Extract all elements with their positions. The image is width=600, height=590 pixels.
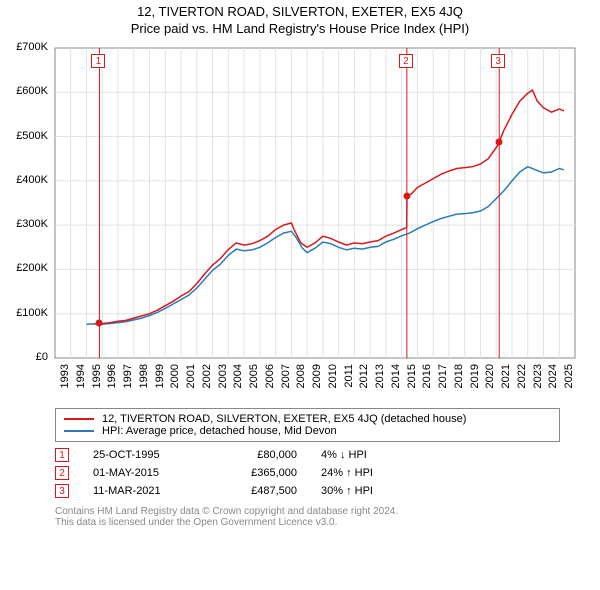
x-axis-tick-label: 1995 [91,364,103,404]
titles-block: 12, TIVERTON ROAD, SILVERTON, EXETER, EX… [0,0,600,36]
sale-price: £80,000 [217,449,297,461]
x-axis-tick-label: 1998 [138,364,150,404]
x-axis-tick-label: 1993 [59,364,71,404]
sales-row-marker: 3 [55,484,69,498]
x-axis-tick-label: 2009 [311,364,323,404]
legend-swatch [64,418,94,420]
y-axis-tick-label: £200K [0,262,48,274]
x-axis-tick-label: 2008 [295,364,307,404]
y-axis-tick-label: £100K [0,307,48,319]
x-axis-tick-label: 1997 [122,364,134,404]
legend-swatch [64,430,94,432]
x-axis-tick-label: 2021 [500,364,512,404]
x-axis-tick-label: 1994 [75,364,87,404]
sale-date: 01-MAY-2015 [93,467,193,479]
sales-row: 2 01-MAY-2015 £365,000 24% ↑ HPI [55,466,560,480]
sales-row: 1 25-OCT-1995 £80,000 4% ↓ HPI [55,448,560,462]
sales-row: 3 11-MAR-2021 £487,500 30% ↑ HPI [55,484,560,498]
chart-svg [0,42,600,402]
x-axis-tick-label: 2013 [374,364,386,404]
x-axis-tick-label: 2010 [327,364,339,404]
x-axis-tick-label: 2016 [421,364,433,404]
sale-hpi-delta: 4% ↓ HPI [321,449,411,461]
y-axis-tick-label: £700K [0,41,48,53]
sale-hpi-delta: 24% ↑ HPI [321,467,411,479]
y-axis-tick-label: £0 [0,351,48,363]
x-axis-tick-label: 2003 [217,364,229,404]
x-axis-tick-label: 2012 [358,364,370,404]
chart-title-address: 12, TIVERTON ROAD, SILVERTON, EXETER, EX… [0,4,600,19]
sale-date: 11-MAR-2021 [93,485,193,497]
x-axis-tick-label: 2022 [516,364,528,404]
sales-row-marker: 1 [55,448,69,462]
x-axis-tick-label: 2006 [264,364,276,404]
sales-row-marker: 2 [55,466,69,480]
x-axis-tick-label: 2001 [185,364,197,404]
chart-title-subtitle: Price paid vs. HM Land Registry's House … [0,21,600,36]
sale-marker-3: 3 [491,54,505,68]
sale-hpi-delta: 30% ↑ HPI [321,485,411,497]
sales-table: 1 25-OCT-1995 £80,000 4% ↓ HPI 2 01-MAY-2015 £… [55,448,560,498]
y-axis-tick-label: £400K [0,174,48,186]
x-axis-tick-label: 2002 [201,364,213,404]
attribution-footer: Contains HM Land Registry data © Crown c… [55,506,560,528]
x-axis-tick-label: 2019 [469,364,481,404]
x-axis-tick-label: 2018 [453,364,465,404]
sale-point-2 [403,193,410,200]
x-axis-tick-label: 2004 [232,364,244,404]
sale-point-3 [496,139,503,146]
x-axis-tick-label: 2023 [532,364,544,404]
x-axis-tick-label: 2025 [563,364,575,404]
legend-box: 12, TIVERTON ROAD, SILVERTON, EXETER, EX… [55,408,560,442]
x-axis-tick-label: 2017 [437,364,449,404]
x-axis-tick-label: 2020 [484,364,496,404]
footer-line-1: Contains HM Land Registry data © Crown c… [55,506,560,517]
x-axis-tick-label: 2014 [390,364,402,404]
x-axis-tick-label: 2024 [547,364,559,404]
sale-marker-1: 1 [91,54,105,68]
footer-line-2: This data is licensed under the Open Gov… [55,517,560,528]
x-axis-tick-label: 1999 [154,364,166,404]
y-axis-tick-label: £600K [0,85,48,97]
sale-marker-2: 2 [399,54,413,68]
sale-date: 25-OCT-1995 [93,449,193,461]
x-axis-tick-label: 1996 [106,364,118,404]
x-axis-tick-label: 2005 [248,364,260,404]
chart-plot-area: £0 £100K £200K £300K £400K £500K £600K £700K 199… [0,42,600,402]
sale-price: £365,000 [217,467,297,479]
sale-price: £487,500 [217,485,297,497]
legend-label: 12, TIVERTON ROAD, SILVERTON, EXETER, EX… [102,413,466,425]
x-axis-tick-label: 2007 [280,364,292,404]
x-axis-tick-label: 2015 [406,364,418,404]
page-root: 12, TIVERTON ROAD, SILVERTON, EXETER, EX… [0,0,600,528]
y-axis-tick-label: £300K [0,218,48,230]
sale-point-1 [96,319,103,326]
x-axis-tick-label: 2000 [169,364,181,404]
legend-item: 12, TIVERTON ROAD, SILVERTON, EXETER, EX… [64,413,551,425]
x-axis-tick-label: 2011 [343,364,355,404]
legend-label: HPI: Average price, detached house, Mid … [102,425,337,437]
y-axis-tick-label: £500K [0,130,48,142]
legend-item: HPI: Average price, detached house, Mid … [64,425,551,437]
